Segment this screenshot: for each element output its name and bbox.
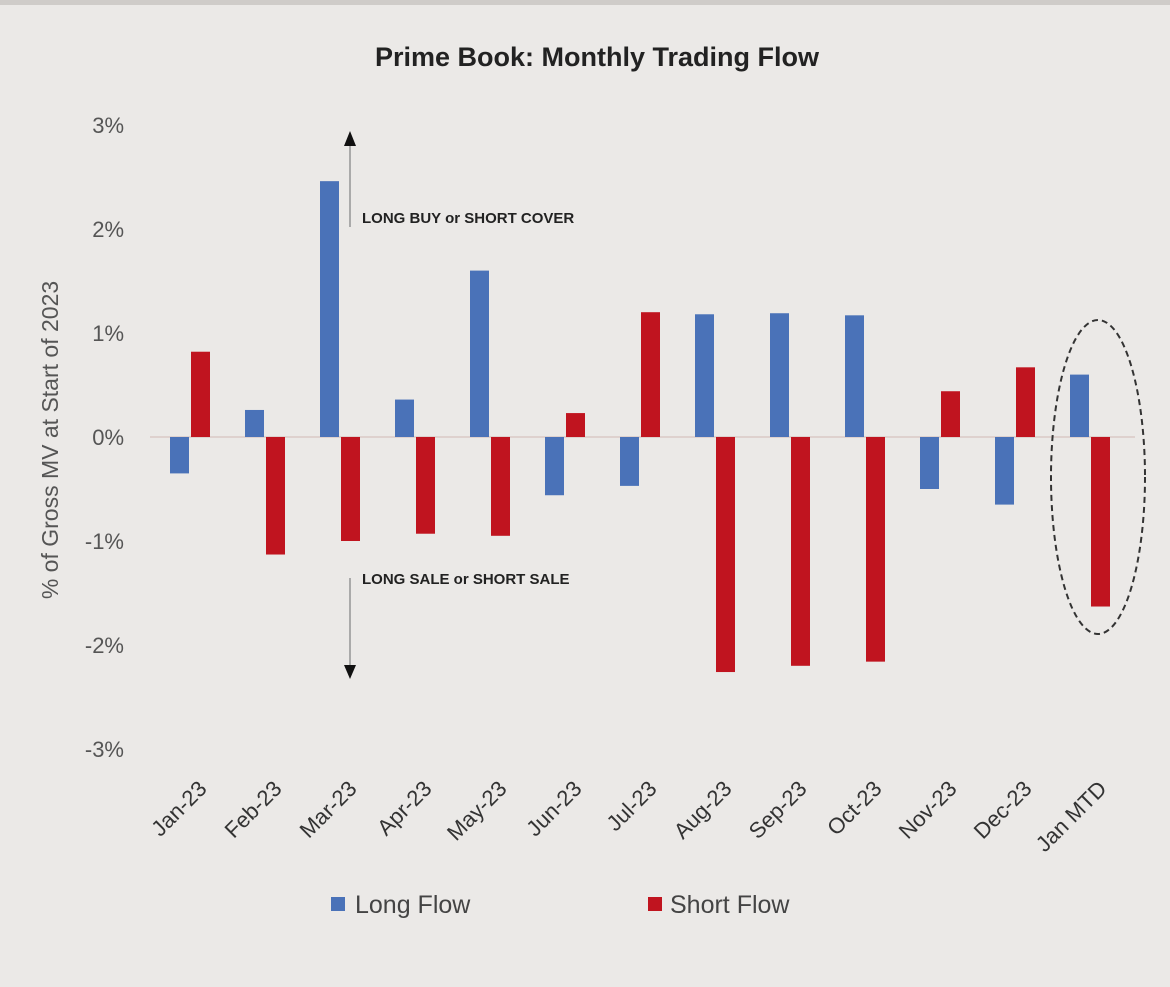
short-flow-bar-dec-23 [1016,367,1035,437]
long-flow-bar-nov-23 [920,437,939,489]
short-flow-bar-may-23 [491,437,510,536]
x-tick-label: Sep-23 [744,776,812,844]
x-tick-label: Feb-23 [220,776,287,843]
long-flow-bar-feb-23 [245,409,264,437]
x-tick-label: Dec-23 [969,776,1037,844]
x-tick-label: Jan-23 [146,776,211,841]
long-flow-bar-mar-23 [320,181,339,437]
x-tick-label: Apr-23 [372,776,436,840]
annotation-down: LONG SALE or SHORT SALE [362,571,570,588]
y-tick-label: 1% [92,321,124,346]
x-tick-label: Jan MTD [1031,776,1112,857]
short-flow-bar-feb-23 [266,437,285,555]
short-flow-bar-oct-23 [866,437,885,662]
x-tick-label: Jul-23 [601,776,661,836]
long-flow-bar-apr-23 [395,399,414,437]
chart-title: Prime Book: Monthly Trading Flow [375,42,820,72]
x-tick-label: May-23 [442,776,512,846]
legend-label-short: Short Flow [670,891,790,919]
short-flow-bar-apr-23 [416,437,435,534]
annotation-up: LONG BUY or SHORT COVER [362,210,574,227]
y-axis-label: % of Gross MV at Start of 2023 [37,281,63,599]
short-flow-bar-mar-23 [341,437,360,541]
short-flow-bar-nov-23 [941,391,960,437]
long-flow-bar-jul-23 [620,437,639,486]
short-flow-bar-sep-23 [791,437,810,666]
y-tick-label: 0% [92,425,124,450]
short-flow-bar-jan-mtd [1091,437,1110,607]
y-tick-label: -3% [85,737,124,762]
long-flow-bar-sep-23 [770,313,789,437]
x-tick-label: Aug-23 [669,776,737,844]
long-flow-bar-oct-23 [845,315,864,437]
legend-swatch-long [331,897,345,911]
long-flow-bar-jan-23 [170,437,189,474]
short-flow-bar-jul-23 [641,312,660,437]
long-flow-bar-may-23 [470,270,489,437]
y-tick-label: -2% [85,633,124,658]
x-tick-label: Nov-23 [894,776,962,844]
up-arrow-icon [344,131,356,227]
highlight-ellipse [1050,319,1146,635]
short-flow-bar-aug-23 [716,437,735,673]
y-tick-label: 3% [92,113,124,138]
x-tick-label: Jun-23 [521,776,586,841]
long-flow-bar-aug-23 [695,314,714,437]
short-flow-bar-jun-23 [566,413,585,437]
y-tick-label: 2% [92,217,124,242]
y-tick-label: -1% [85,529,124,554]
long-flow-bar-dec-23 [995,437,1014,505]
top-border [0,0,1170,5]
x-tick-label: Mar-23 [295,776,362,843]
long-flow-bar-jan-mtd [1070,374,1089,437]
legend-label-long: Long Flow [355,891,471,919]
long-flow-bar-jun-23 [545,437,564,496]
down-arrow-icon [344,578,356,679]
legend-swatch-short [648,897,662,911]
x-tick-label: Oct-23 [822,776,886,840]
short-flow-bar-jan-23 [191,351,210,437]
